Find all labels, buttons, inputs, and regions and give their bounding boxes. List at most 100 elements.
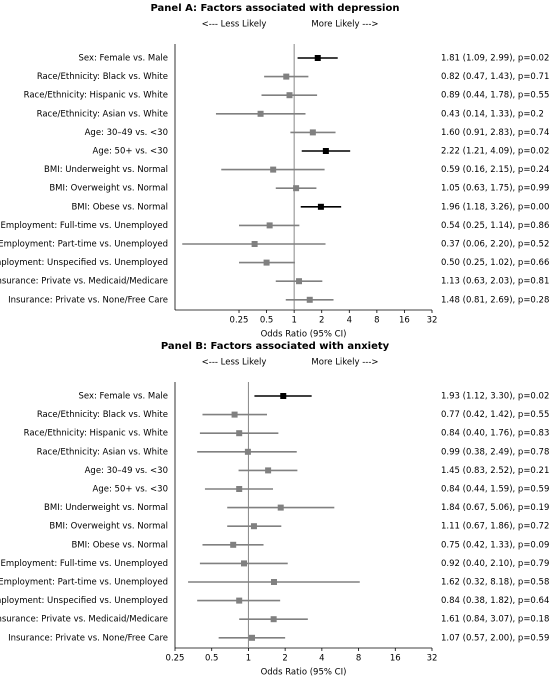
direction-label: <--- Less Likely — [202, 20, 267, 30]
row-label: Sex: Female vs. Male — [78, 392, 168, 402]
x-tick-label: 0.5 — [205, 654, 219, 664]
value-label: 1.11 (0.67, 1.86), p=0.72 — [441, 522, 549, 532]
value-label: 1.45 (0.83, 2.52), p=0.21 — [441, 466, 549, 476]
direction-label: More Likely ---> — [311, 358, 378, 368]
value-label: 1.81 (1.09, 2.99), p=0.02 — [441, 54, 549, 64]
row-label: Employment: Full-time vs. Unemployed — [0, 559, 168, 569]
value-label: 0.92 (0.40, 2.10), p=0.79 — [441, 559, 549, 569]
row-label: Race/Ethnicity: Asian vs. White — [37, 109, 168, 119]
value-label: 0.75 (0.42, 1.33), p=0.09 — [441, 540, 549, 550]
value-label: 1.13 (0.63, 2.03), p=0.81 — [441, 277, 549, 287]
row-label: Sex: Female vs. Male — [78, 54, 168, 64]
row-label: BMI: Overweight vs. Normal — [49, 184, 168, 194]
odds-ratio-point — [322, 148, 329, 154]
x-tick-label: 1 — [246, 654, 251, 664]
value-label: 0.59 (0.16, 2.15), p=0.24 — [441, 165, 549, 175]
row-label: Employment: Part-time vs. Unemployed — [0, 578, 168, 588]
panel-title: Panel A: Factors associated with depress… — [151, 3, 400, 14]
x-tick-label: 32 — [427, 654, 438, 664]
odds-ratio-point — [266, 222, 273, 229]
odds-ratio-point — [283, 73, 290, 80]
direction-label: More Likely ---> — [311, 20, 378, 30]
x-tick-label: 16 — [390, 654, 401, 664]
value-label: 2.22 (1.21, 4.09), p=0.02 — [441, 147, 549, 157]
value-label: 1.93 (1.12, 3.30), p=0.02 — [441, 392, 549, 402]
value-label: 0.84 (0.40, 1.76), p=0.83 — [441, 429, 549, 439]
odds-ratio-point — [265, 467, 272, 474]
odds-ratio-point — [317, 203, 324, 210]
odds-ratio-point — [314, 55, 321, 61]
row-label: Employment: Unspecified vs. Unemployed — [0, 258, 168, 268]
odds-ratio-point — [236, 486, 243, 492]
odds-ratio-point — [230, 541, 237, 548]
row-label: Race/Ethnicity: Hispanic vs. White — [24, 91, 168, 101]
x-tick-label: 0.5 — [260, 316, 274, 326]
value-label: 1.60 (0.91, 2.83), p=0.74 — [441, 128, 549, 138]
odds-ratio-point — [306, 296, 313, 303]
x-axis-label: Odds Ratio (95% CI) — [261, 330, 347, 340]
x-tick-label: 16 — [399, 316, 410, 326]
odds-ratio-point — [277, 504, 284, 511]
odds-ratio-point — [257, 110, 264, 117]
odds-ratio-point — [296, 278, 303, 285]
x-tick-label: 0.25 — [166, 654, 185, 664]
odds-ratio-point — [251, 241, 258, 247]
x-tick-label: 0.25 — [230, 316, 249, 326]
value-label: 0.77 (0.42, 1.42), p=0.55 — [441, 410, 549, 420]
odds-ratio-point — [236, 430, 243, 437]
value-label: 0.84 (0.38, 1.82), p=0.64 — [441, 596, 549, 606]
x-tick-label: 8 — [374, 316, 379, 326]
value-label: 1.96 (1.18, 3.26), p=0.007 — [441, 202, 550, 212]
value-label: 0.37 (0.06, 2.20), p=0.52 — [441, 240, 549, 250]
row-label: Race/Ethnicity: Black vs. White — [37, 72, 168, 82]
row-label: BMI: Overweight vs. Normal — [49, 522, 168, 532]
odds-ratio-point — [293, 185, 300, 192]
row-label: Employment: Part-time vs. Unemployed — [0, 240, 168, 250]
odds-ratio-point — [270, 579, 277, 585]
value-label: 1.61 (0.84, 3.07), p=0.18 — [441, 615, 549, 625]
row-label: Age: 30–49 vs. <30 — [85, 128, 168, 138]
row-label: Insurance: Private vs. Medicaid/Medicare — [0, 277, 168, 287]
x-tick-label: 32 — [427, 316, 438, 326]
value-label: 0.50 (0.25, 1.02), p=0.66 — [441, 258, 549, 268]
value-label: 1.05 (0.63, 1.75), p=0.99 — [441, 184, 549, 194]
row-label: BMI: Obese vs. Normal — [71, 540, 168, 550]
x-axis-label: Odds Ratio (95% CI) — [261, 668, 347, 678]
value-label: 1.62 (0.32, 8.18), p=0.58 — [441, 578, 549, 588]
odds-ratio-point — [280, 393, 287, 399]
value-label: 0.82 (0.47, 1.43), p=0.71 — [441, 72, 549, 82]
odds-ratio-point — [250, 523, 257, 530]
row-label: Insurance: Private vs. Medicaid/Medicare — [0, 615, 168, 625]
odds-ratio-point — [270, 616, 277, 623]
odds-ratio-point — [249, 634, 256, 641]
odds-ratio-point — [286, 92, 293, 99]
row-label: Employment: Full-time vs. Unemployed — [0, 221, 168, 231]
value-label: 0.54 (0.25, 1.14), p=0.86 — [441, 221, 549, 231]
x-tick-label: 2 — [319, 316, 324, 326]
row-label: Age: 50+ vs. <30 — [93, 485, 168, 495]
value-label: 1.84 (0.67, 5.06), p=0.19 — [441, 503, 549, 513]
direction-label: <--- Less Likely — [202, 358, 267, 368]
value-label: 0.43 (0.14, 1.33), p=0.2 — [441, 109, 544, 119]
odds-ratio-point — [309, 129, 316, 136]
x-tick-label: 1 — [291, 316, 296, 326]
value-label: 0.84 (0.44, 1.59), p=0.59 — [441, 485, 549, 495]
x-tick-label: 8 — [356, 654, 361, 664]
odds-ratio-point — [244, 448, 251, 455]
row-label: BMI: Underweight vs. Normal — [44, 503, 168, 513]
odds-ratio-point — [263, 259, 270, 266]
x-tick-label: 4 — [319, 654, 324, 664]
row-label: Age: 50+ vs. <30 — [93, 147, 168, 157]
row-label: BMI: Underweight vs. Normal — [44, 165, 168, 175]
row-label: Race/Ethnicity: Asian vs. White — [37, 447, 168, 457]
x-tick-label: 4 — [347, 316, 352, 326]
panel-title: Panel B: Factors associated with anxiety — [161, 341, 390, 352]
odds-ratio-point — [236, 597, 243, 604]
odds-ratio-point — [231, 411, 238, 418]
row-label: Insurance: Private vs. None/Free Care — [8, 633, 168, 643]
value-label: 1.07 (0.57, 2.00), p=0.59 — [441, 633, 549, 643]
row-label: Employment: Unspecified vs. Unemployed — [0, 596, 168, 606]
odds-ratio-point — [270, 166, 277, 173]
odds-ratio-point — [241, 560, 248, 567]
